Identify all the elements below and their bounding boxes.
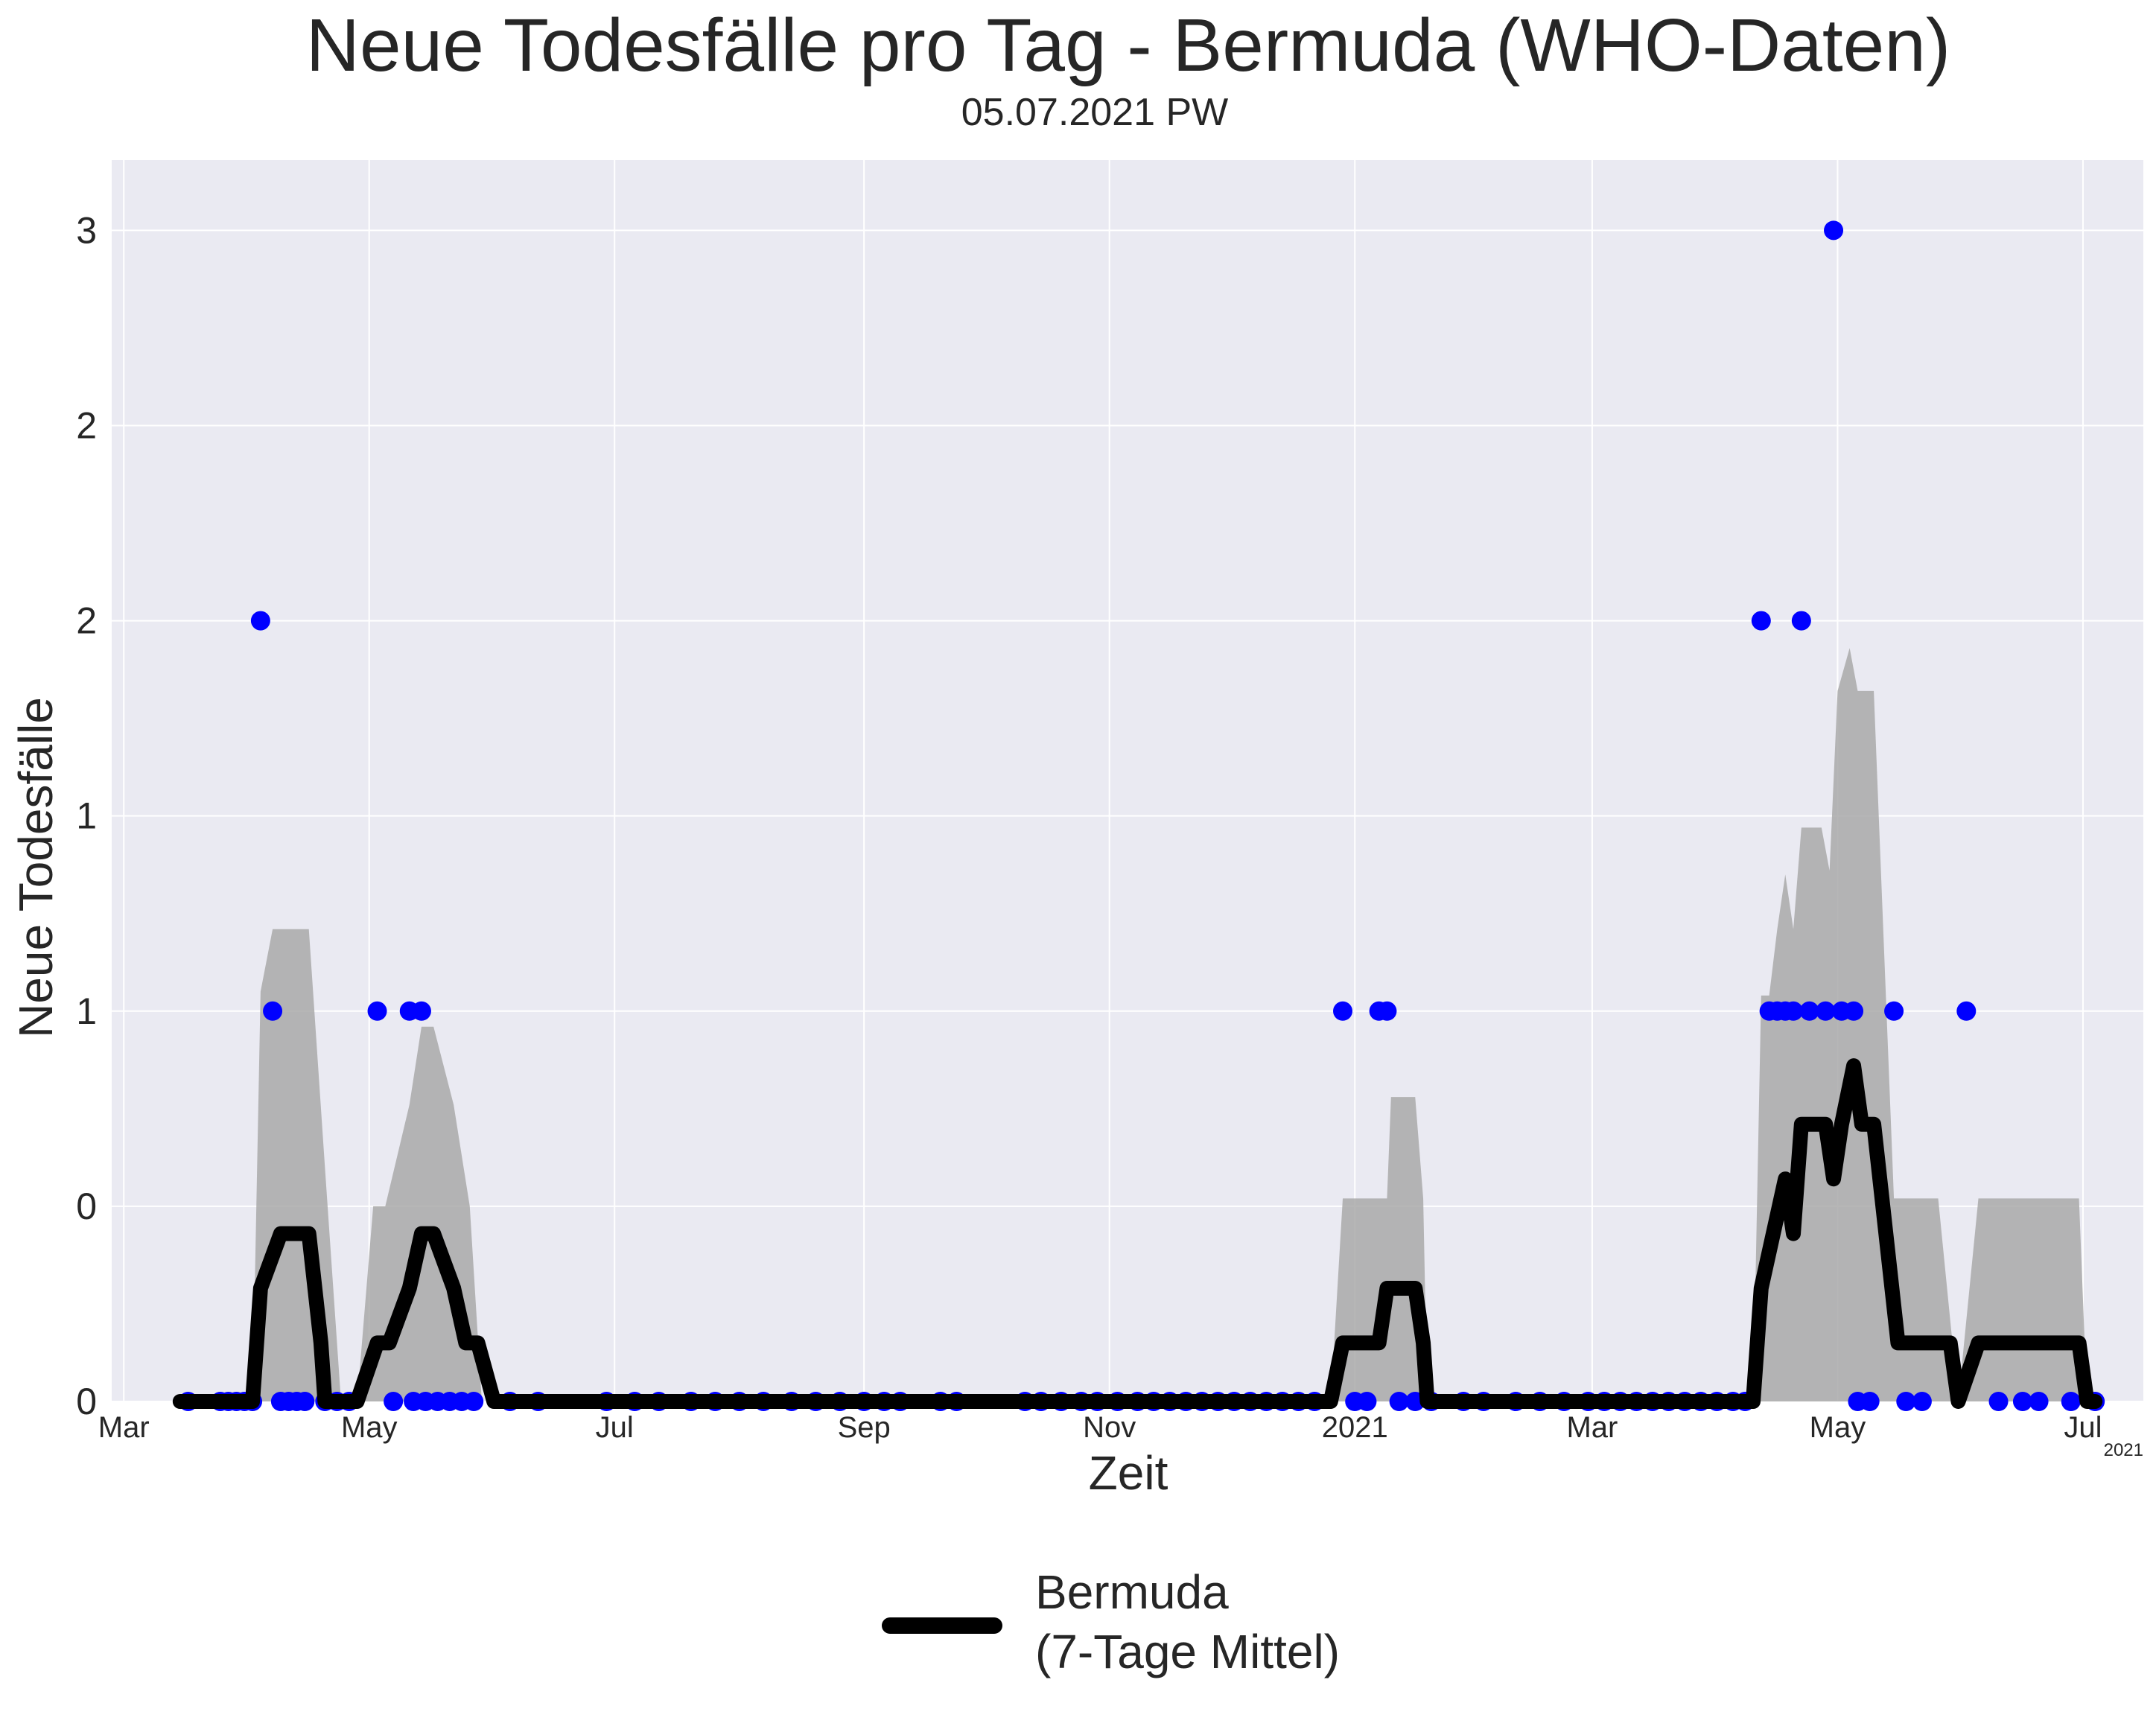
data-point (263, 1001, 283, 1021)
data-point (1791, 611, 1811, 631)
data-point (1844, 1001, 1864, 1021)
x-tick-label: Nov (1083, 1411, 1136, 1444)
data-point (384, 1392, 404, 1411)
y-tick-label: 1 (76, 990, 97, 1032)
x-tick-label: 2021 (1322, 1411, 1388, 1444)
y-tick-label: 1 (76, 795, 97, 837)
data-point (1333, 1001, 1353, 1021)
data-point (1884, 1001, 1904, 1021)
data-point (1389, 1392, 1409, 1411)
data-point (295, 1392, 315, 1411)
data-point (1956, 1001, 1977, 1021)
x-tick-label: May (341, 1411, 398, 1444)
data-point (2029, 1392, 2049, 1411)
data-point (2061, 1392, 2081, 1411)
data-point (411, 1001, 431, 1021)
legend-label-line2: (7-Tage Mittel) (1035, 1625, 1340, 1678)
data-point (1357, 1392, 1377, 1411)
data-point (1377, 1001, 1397, 1021)
x-tick-label: Jul (2064, 1411, 2102, 1444)
chart-title: Neue Todesfälle pro Tag - Bermuda (WHO-D… (306, 4, 1950, 87)
x-tick-label: Mar (98, 1411, 150, 1444)
data-point (1988, 1392, 2009, 1411)
x-axis-label: Zeit (1089, 1446, 1168, 1500)
data-point (1824, 220, 1844, 241)
data-point (464, 1392, 484, 1411)
x-tick-label: Sep (838, 1411, 891, 1444)
data-point (1751, 611, 1771, 631)
y-tick-label: 0 (76, 1381, 97, 1422)
data-point (367, 1001, 387, 1021)
data-point (1799, 1001, 1819, 1021)
data-point (2012, 1392, 2032, 1411)
y-tick-label: 0 (76, 1186, 97, 1227)
chart-subtitle: 05.07.2021 PW (961, 91, 1228, 134)
data-point (1816, 1001, 1836, 1021)
legend: Bermuda (7-Tage Mittel) (882, 1565, 1340, 1678)
legend-label-line1: Bermuda (1035, 1565, 1229, 1619)
data-point (1896, 1392, 1916, 1411)
x-axis-offset-label: 2021 (2104, 1440, 2143, 1460)
mean-line-series (172, 1058, 2103, 1409)
x-tick-label: Jul (596, 1411, 634, 1444)
x-tick-label: May (1810, 1411, 1866, 1444)
data-point (1912, 1392, 1932, 1411)
y-tick-label: 2 (76, 404, 97, 446)
y-axis-label: Neue Todesfälle (9, 697, 63, 1038)
y-tick-label: 2 (76, 600, 97, 642)
data-point (1860, 1392, 1880, 1411)
x-tick-label: Mar (1566, 1411, 1618, 1444)
y-tick-label: 3 (76, 209, 97, 251)
data-point (1784, 1001, 1804, 1021)
data-point (250, 611, 270, 631)
